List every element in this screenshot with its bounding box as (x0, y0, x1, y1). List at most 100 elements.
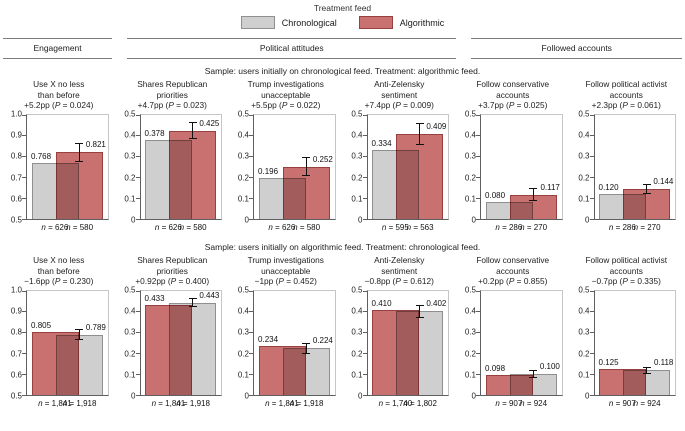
y-tick-mark (135, 114, 140, 116)
n-symbol: n (608, 223, 614, 232)
panel-title-line2: accounts (609, 265, 643, 276)
n-symbol: n (406, 223, 412, 232)
y-tick-label: 0 (358, 391, 363, 401)
algorithmic-swatch (358, 16, 393, 29)
n-symbol: n (608, 399, 614, 408)
panel-title: Trump investigations unacceptable −1pp (… (229, 255, 343, 288)
y-tick-label: 0.2 (237, 173, 249, 183)
error-bar (75, 142, 84, 162)
legend-item-label: Chronological (281, 17, 337, 28)
error-bar (642, 366, 651, 374)
plot-area: 0.5 0.4 0.3 0.2 0.1 0 0.410 0.402 (343, 286, 457, 401)
section-headers: Engagement Political attitudes Followed … (0, 38, 685, 59)
y-tick-label: 0.4 (124, 306, 136, 316)
p-symbol: P (508, 276, 515, 286)
y-tick-label: 0.5 (351, 109, 363, 119)
error-bar (529, 188, 538, 202)
sample-size-row: n = 1,841 n = 1,918 (253, 399, 336, 411)
plot-area: 0.5 0.4 0.3 0.2 0.1 0 0.098 0.100 (456, 286, 570, 401)
y-tick-label: 0.4 (237, 306, 249, 316)
plot-box: 0.125 0.118 (589, 290, 676, 396)
bar-value-label-control: 0.805 (31, 320, 52, 330)
legend-item-algorithmic: Algorithmic (358, 16, 445, 29)
n-value: = 286 (499, 223, 523, 232)
y-tick-label: 0.2 (464, 349, 476, 359)
n-value: = 626 (272, 223, 296, 232)
y-tick-mark (135, 176, 140, 178)
y-tick-mark (362, 394, 367, 396)
y-tick-mark (22, 311, 26, 313)
error-bar-stem (419, 306, 421, 317)
error-bar-stem (646, 184, 648, 194)
y-tick-mark (589, 352, 594, 354)
n-value: = 924 (638, 399, 661, 408)
y-tick-label: 0 (244, 391, 249, 401)
bar-algorithmic (396, 133, 444, 219)
y-tick-mark (362, 197, 367, 199)
y-tick-mark (476, 332, 480, 334)
panel-title-line2: accounts (496, 89, 530, 100)
n-value: = 595 (386, 223, 409, 232)
n-value: = 1,918 (180, 399, 210, 408)
y-tick-label: 0.3 (351, 327, 363, 337)
panel-title: Follow political activist accounts −0.7p… (570, 255, 684, 288)
sample-size-control: n = 286 (609, 223, 636, 232)
y-tick-label: 0.7 (10, 173, 22, 183)
y-tick-mark (135, 156, 140, 158)
sample-size-control: n = 595 (382, 223, 409, 232)
panel-title-line1: Follow conservative (476, 79, 550, 89)
y-tick-label: 0 (131, 391, 136, 401)
y-tick-label: 0.8 (10, 327, 22, 337)
y-tick-mark (249, 332, 253, 334)
effect-suffix: = 0.612) (400, 276, 434, 286)
y-tick-label: 0 (358, 215, 363, 225)
panel-title-line2: sentiment (381, 89, 418, 100)
panel-title: Anti-Zelensky sentiment −0.8pp (P = 0.61… (343, 255, 457, 288)
y-tick-label: 0.1 (578, 370, 590, 380)
y-tick-label: 0.3 (351, 151, 363, 161)
bar-value-label-control: 0.410 (371, 298, 392, 308)
n-symbol: n (62, 399, 68, 408)
y-tick-mark (249, 394, 253, 396)
y-axis: 0.5 0.4 0.3 0.2 0.1 0 (343, 110, 367, 225)
effect-prefix: +0.2pp ( (478, 276, 509, 286)
bar-value-label-control: 0.196 (258, 167, 279, 177)
effect-prefix: +5.5pp ( (251, 100, 282, 110)
plot-box: 0.805 0.789 (22, 290, 109, 396)
y-tick-mark (22, 373, 26, 375)
n-value: = 270 (638, 223, 661, 232)
sample-size-control: n = 1,740 (379, 399, 413, 408)
effect-suffix: = 0.400) (176, 276, 210, 286)
panel-effect-size: +3.7pp (P = 0.025) (456, 100, 570, 111)
y-tick-mark (476, 373, 480, 375)
y-tick-mark (476, 197, 480, 199)
bar-value-label-treatment: 0.100 (539, 362, 560, 372)
legend-item-label: Algorithmic (399, 17, 445, 28)
sample-size-treatment: n = 270 (520, 223, 547, 232)
plot-area: 1.0 0.9 0.8 0.7 0.6 0.5 0.768 0.821 (2, 110, 116, 225)
y-tick-mark (476, 352, 480, 354)
n-symbol: n (66, 223, 71, 232)
y-tick-label: 0.3 (237, 151, 249, 161)
y-tick-label: 0 (244, 215, 249, 225)
bar-value-label-control: 0.378 (144, 129, 165, 139)
error-bar (188, 298, 197, 308)
y-axis: 0.5 0.4 0.3 0.2 0.1 0 (116, 110, 140, 225)
y-tick-mark (476, 135, 480, 137)
bar-algorithmic (55, 152, 103, 219)
section-engagement: Engagement (3, 38, 113, 59)
effect-prefix: −1pp ( (254, 276, 279, 286)
legend-item-chronological: Chronological (240, 16, 337, 29)
plot-area: 0.5 0.4 0.3 0.2 0.1 0 0.125 0.118 (570, 286, 684, 401)
bar-value-label-control: 0.080 (485, 191, 506, 201)
panel-effect-size: +4.7pp (P = 0.023) (116, 100, 230, 111)
y-tick-label: 0.5 (237, 109, 249, 119)
y-tick-mark (22, 352, 26, 354)
y-tick-label: 0.2 (351, 349, 363, 359)
y-tick-label: 0.1 (464, 194, 476, 204)
y-tick-mark (22, 156, 26, 158)
n-value: = 626 (159, 223, 182, 232)
n-value: = 270 (524, 223, 548, 232)
n-symbol: n (378, 399, 384, 408)
